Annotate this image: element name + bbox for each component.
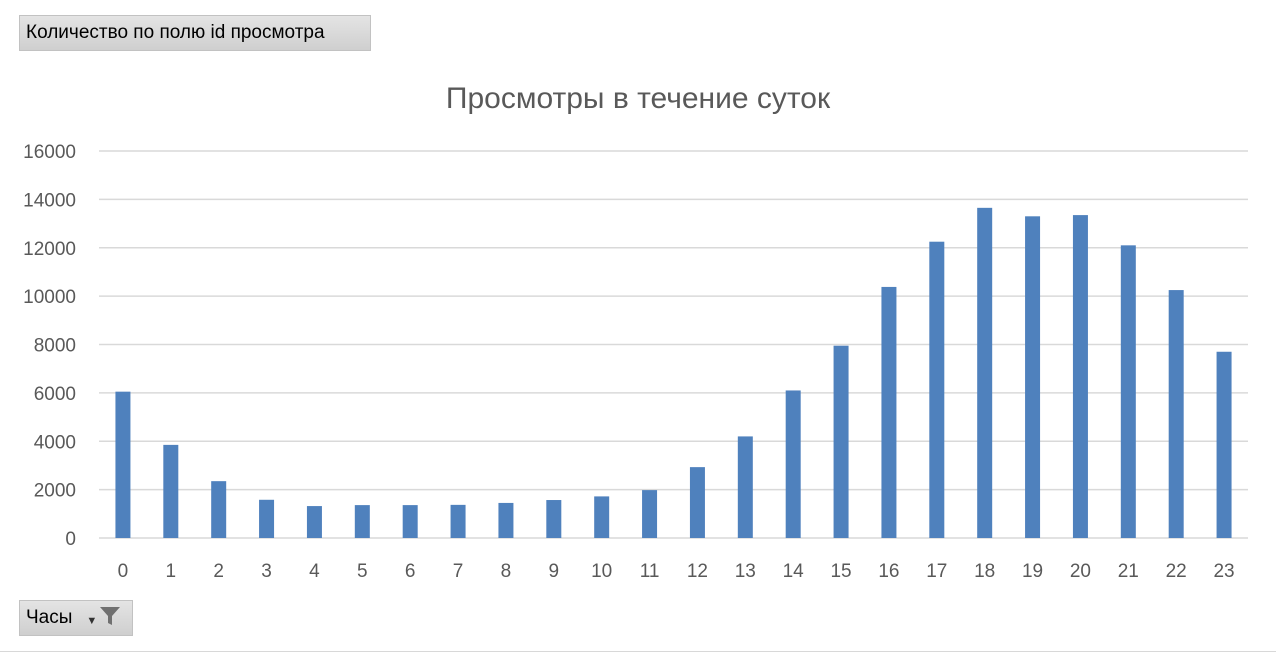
x-tick-label: 2: [213, 561, 224, 582]
x-tick-label: 11: [640, 561, 660, 582]
bar: [498, 502, 514, 538]
y-tick-label: 14000: [23, 190, 76, 211]
chart-title: Просмотры в течение суток: [446, 82, 831, 115]
x-tick-label: 10: [591, 561, 612, 582]
y-tick-label: 10000: [23, 287, 76, 308]
bar: [1025, 216, 1041, 538]
bar: [881, 286, 897, 538]
x-tick-label: 18: [974, 561, 995, 582]
bar: [450, 504, 466, 538]
x-tick-label: 20: [1070, 561, 1091, 582]
bar: [115, 391, 131, 538]
gridlines: [99, 150, 1248, 539]
x-tick-label: 13: [735, 561, 756, 582]
axis-field-label: Часы: [26, 607, 73, 628]
x-tick-label: 5: [357, 561, 368, 582]
x-tick-label: 17: [926, 561, 947, 582]
x-tick-label: 16: [878, 561, 899, 582]
x-tick-label: 22: [1166, 561, 1187, 582]
bar: [977, 207, 993, 538]
bar: [737, 436, 753, 538]
x-tick-label: 8: [501, 561, 512, 582]
bar: [211, 481, 227, 538]
x-tick-label: 4: [309, 561, 320, 582]
y-tick-label: 16000: [23, 142, 76, 163]
y-tick-label: 8000: [34, 336, 76, 357]
y-tick-label: 2000: [34, 481, 76, 502]
y-tick-label: 0: [65, 529, 76, 550]
axis-field-button[interactable]: Часы ▼: [19, 600, 133, 636]
bar: [594, 496, 610, 538]
y-tick-label: 4000: [34, 432, 76, 453]
bar: [785, 390, 801, 538]
chevron-down-icon[interactable]: ▼: [86, 615, 98, 627]
bars: [115, 207, 1232, 539]
bar: [402, 505, 418, 538]
x-tick-label: 3: [261, 561, 272, 582]
bar: [1168, 290, 1184, 538]
bar: [1120, 245, 1136, 539]
x-tick-label: 14: [783, 561, 805, 582]
x-tick-label: 7: [453, 561, 464, 582]
bar: [833, 345, 849, 538]
bar: [1072, 215, 1088, 539]
bar: [306, 506, 322, 538]
value-field-button[interactable]: Количество по полю id просмотра: [19, 15, 371, 51]
x-tick-label: 21: [1118, 561, 1139, 582]
x-tick-label: 0: [118, 561, 129, 582]
bar: [642, 490, 658, 538]
x-tick-label: 23: [1213, 561, 1234, 582]
y-axis-ticks: 0 2000 4000 6000 8000 10000 12000 14000 16000: [23, 142, 76, 550]
bar: [163, 444, 179, 538]
bottom-divider: [0, 651, 1276, 652]
x-tick-label: 15: [830, 561, 851, 582]
x-tick-label: 1: [166, 561, 177, 582]
bar: [354, 505, 370, 538]
bar: [1216, 351, 1232, 538]
bar: [689, 467, 705, 538]
x-axis-ticks: 0 1 2 3 4 5 6 7 8 9 10 11 12 13 14 15 16 17 18 19 20 21 22 23: [118, 561, 1235, 582]
bar: [929, 241, 945, 538]
y-tick-label: 12000: [23, 239, 76, 260]
x-tick-label: 9: [549, 561, 560, 582]
x-tick-label: 12: [687, 561, 708, 582]
x-tick-label: 6: [405, 561, 416, 582]
bar: [546, 500, 562, 538]
bar: [259, 499, 275, 538]
value-field-label: Количество по полю id просмотра: [26, 22, 325, 43]
x-tick-label: 19: [1022, 561, 1043, 582]
funnel-filter-icon[interactable]: [99, 605, 121, 633]
y-tick-label: 6000: [34, 384, 76, 405]
